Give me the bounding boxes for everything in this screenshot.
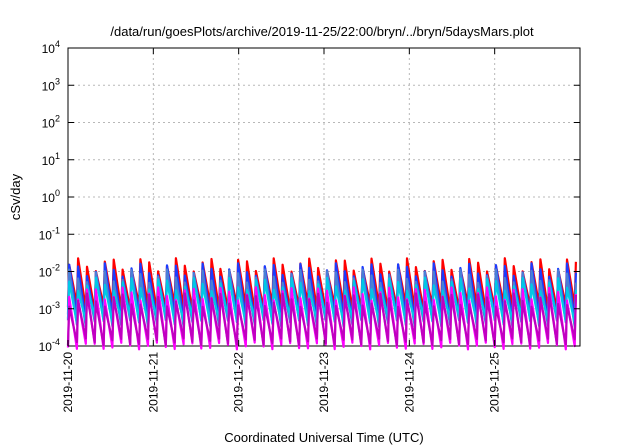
- x-tick-label: 2019-11-23: [317, 352, 331, 413]
- y-tick-exponent: -2: [52, 263, 60, 273]
- y-axis-label: cSv/day: [8, 173, 23, 220]
- x-tick-label: 2019-11-22: [232, 352, 246, 413]
- y-tick-label: 100: [42, 188, 60, 205]
- y-tick-label: 101: [42, 151, 60, 168]
- x-tick-label: 2019-11-25: [488, 352, 502, 413]
- y-tick-label: 102: [42, 114, 60, 131]
- grid-lines: [68, 48, 580, 346]
- y-tick-exponent: -3: [52, 300, 60, 310]
- x-tick-label: 2019-11-21: [146, 352, 160, 413]
- y-tick-base: 10: [42, 42, 56, 56]
- y-tick-exponent: 0: [55, 188, 60, 198]
- y-tick-exponent: 1: [55, 151, 60, 161]
- y-tick-label: 10-2: [39, 263, 60, 280]
- y-tick-base: 10: [42, 191, 56, 205]
- y-tick-base: 10: [39, 340, 53, 354]
- y-tick-exponent: 2: [55, 114, 60, 124]
- y-tick-base: 10: [39, 303, 53, 317]
- x-tick-label: 2019-11-20: [61, 352, 75, 413]
- y-tick-base: 10: [39, 266, 53, 280]
- x-tick-label: 2019-11-24: [402, 352, 416, 413]
- y-tick-exponent: -4: [52, 337, 60, 347]
- y-tick-base: 10: [42, 154, 56, 168]
- y-tick-exponent: 3: [55, 76, 60, 86]
- y-tick-exponent: 4: [55, 39, 60, 49]
- y-tick-base: 10: [39, 228, 53, 242]
- y-tick-label: 10-1: [39, 225, 60, 242]
- series-line: [66, 257, 577, 312]
- y-tick-label: 10-3: [39, 300, 60, 317]
- y-tick-exponent: -1: [52, 225, 60, 235]
- y-tick-label: 103: [42, 76, 60, 93]
- series-line: [66, 292, 577, 347]
- x-tick-labels: 2019-11-20 2019-11-21 2019-11-22 2019-11-23…: [61, 352, 502, 413]
- y-tick-base: 10: [42, 79, 56, 93]
- series-group: [66, 257, 577, 351]
- chart-title: /data/run/goesPlots/archive/2019-11-25/2…: [110, 24, 534, 39]
- y-tick-label: 10-4: [39, 337, 60, 354]
- y-tick-base: 10: [42, 117, 56, 131]
- series-line: [66, 276, 577, 325]
- y-tick-label: 104: [42, 39, 60, 56]
- axis-ticks: [67, 47, 580, 347]
- x-axis-label: Coordinated Universal Time (UTC): [224, 430, 423, 445]
